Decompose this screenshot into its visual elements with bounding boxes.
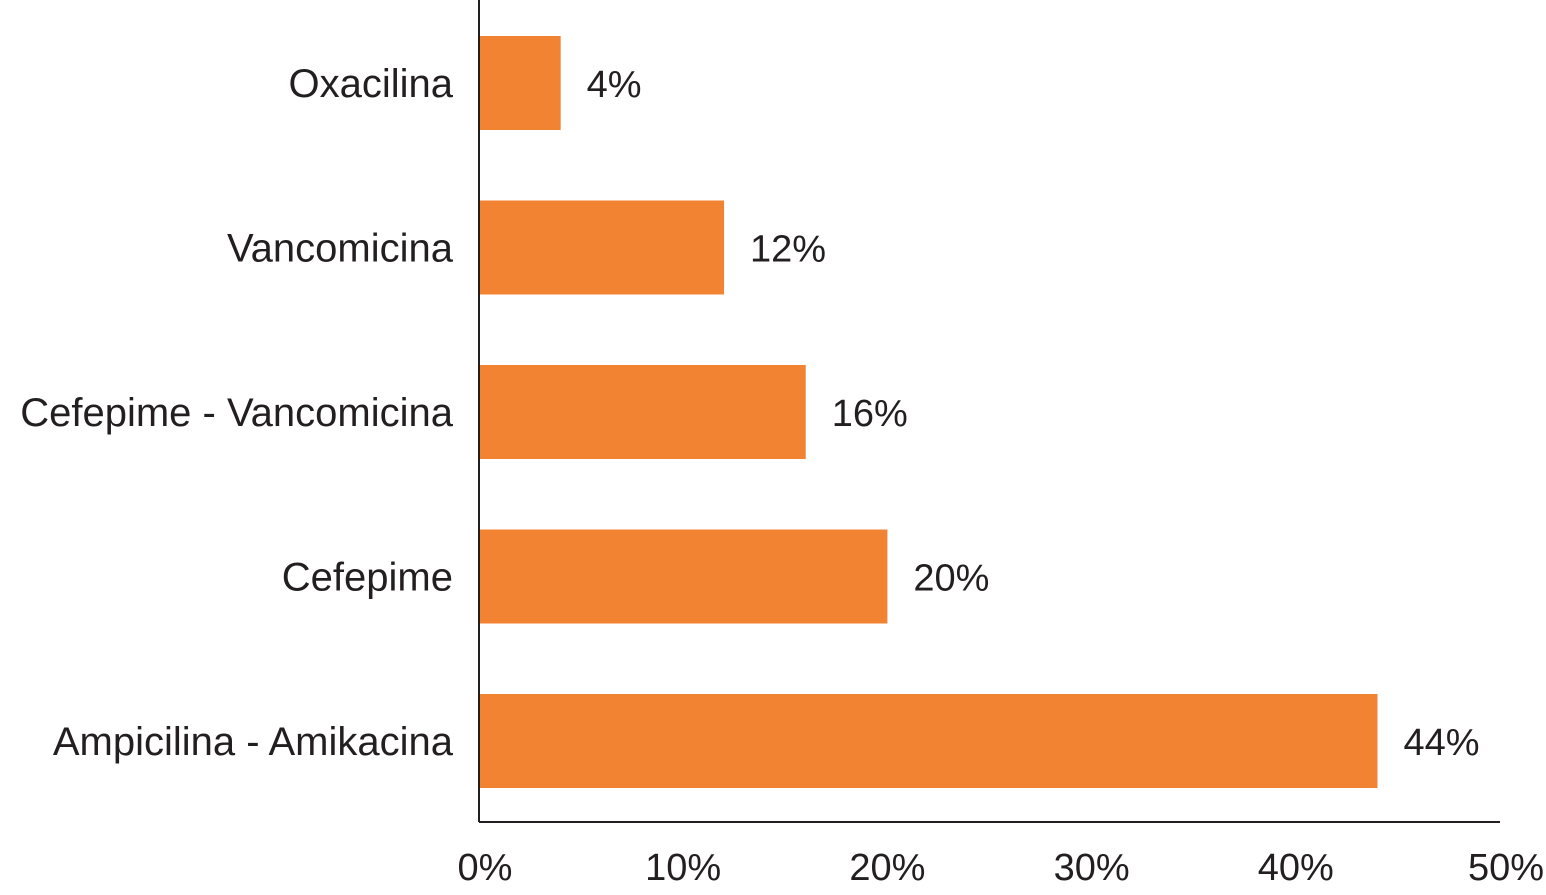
data-label: 44%: [1403, 722, 1479, 764]
axes-layer: [478, 0, 1500, 823]
x-tick-label: 0%: [458, 847, 513, 889]
category-label: Vancomicina: [227, 227, 454, 271]
data-label: 16%: [832, 393, 908, 435]
data-labels: 4% 12% 16% 20% 44%: [587, 64, 1480, 764]
category-labels: Oxacilina Vancomicina Cefepime - Vancomici…: [20, 62, 454, 764]
data-label: 4%: [587, 64, 642, 106]
x-tick-label: 10%: [645, 847, 721, 889]
data-label: 20%: [913, 558, 989, 600]
x-tick-label: 50%: [1468, 847, 1544, 889]
category-label: Oxacilina: [288, 62, 453, 106]
bar-3: [479, 365, 806, 459]
bars-layer: [479, 36, 1378, 788]
category-label: Cefepime - Vancomicina: [20, 391, 454, 435]
data-label: 12%: [750, 229, 826, 271]
x-tick-label: 20%: [849, 847, 925, 889]
x-tick-labels: 0% 10% 20% 30% 40% 50%: [458, 847, 1544, 889]
category-label: Ampicilina - Amikacina: [53, 720, 454, 764]
bar-5: [479, 694, 1378, 788]
bar-1: [479, 36, 561, 130]
bar-2: [479, 200, 725, 295]
x-tick-label: 30%: [1054, 847, 1130, 889]
x-tick-label: 40%: [1258, 847, 1334, 889]
bar-4: [479, 529, 888, 624]
category-label: Cefepime: [282, 556, 453, 600]
